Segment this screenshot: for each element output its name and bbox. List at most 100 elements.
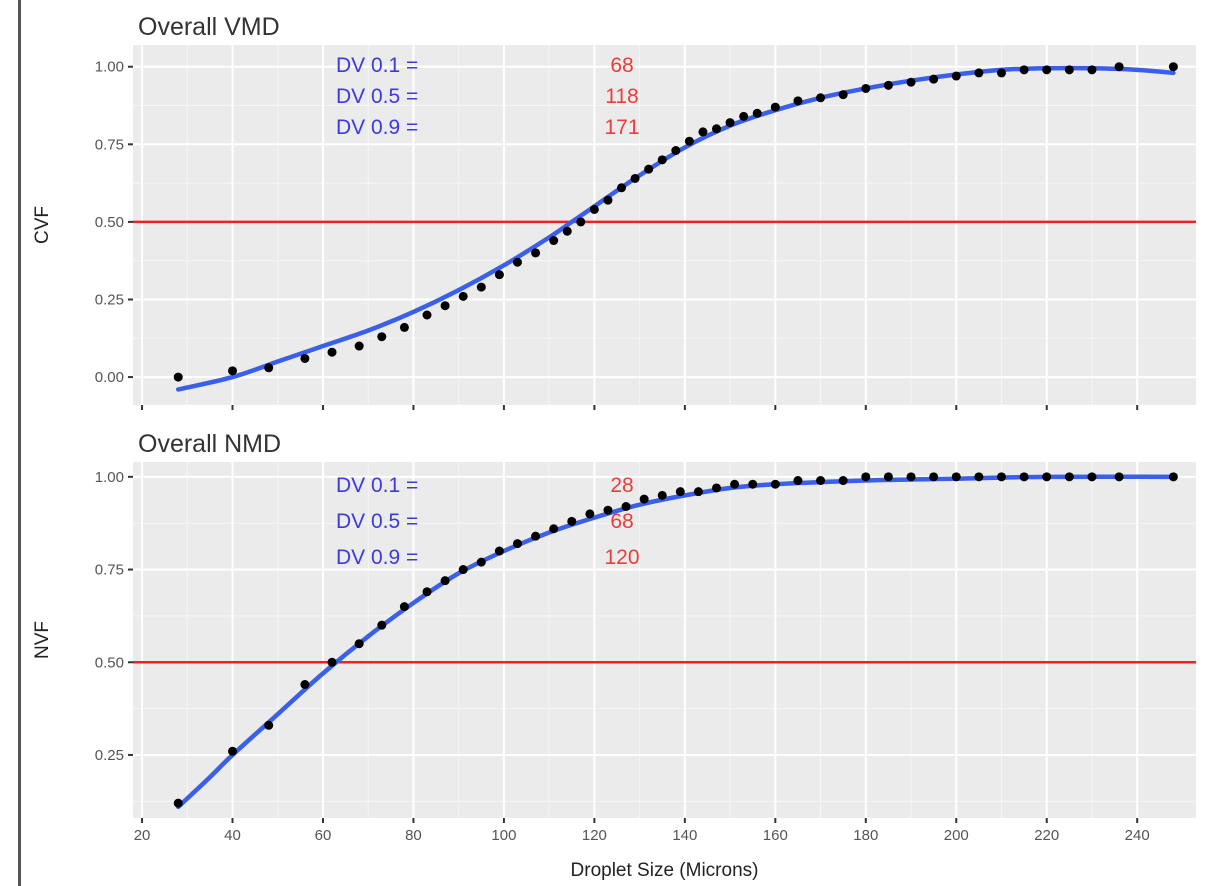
data-point: [228, 746, 238, 756]
y-tick-label: 0.50: [95, 654, 124, 671]
data-point: [838, 90, 848, 100]
x-tick-label: 100: [491, 827, 516, 844]
data-point: [476, 557, 486, 567]
nmd-axis-ticks: 20 40 60 80 100 120 140 160 180 200 220 240 0.25 0.50…: [95, 469, 1150, 844]
data-point: [300, 680, 310, 689]
dv-value: 68: [610, 54, 633, 77]
data-point: [816, 476, 826, 486]
vmd-axis-ticks: 0.00 0.25 0.50 0.75 1.00: [95, 59, 1139, 410]
data-point: [440, 301, 450, 311]
data-point: [300, 353, 310, 363]
data-point: [657, 155, 667, 165]
data-point: [770, 479, 780, 489]
nmd-y-axis-title: NVF: [32, 621, 53, 659]
nmd-data-points: [173, 472, 1178, 808]
y-tick-label: 0.50: [95, 214, 124, 231]
x-tick-label: 120: [582, 827, 607, 844]
dv-label: DV 0.5 =: [336, 510, 418, 533]
data-point: [712, 124, 722, 134]
data-point: [748, 479, 758, 489]
y-tick-label: 0.75: [95, 136, 124, 153]
data-point: [730, 479, 740, 489]
dv-label: DV 0.1 =: [336, 474, 418, 497]
data-point: [861, 472, 871, 482]
data-point: [657, 490, 667, 500]
data-point: [906, 77, 916, 87]
data-point: [354, 341, 364, 351]
dv-label: DV 0.9 =: [336, 116, 418, 139]
data-point: [951, 71, 961, 81]
dv-value: 120: [604, 546, 639, 569]
vmd-panel-title: Overall VMD: [138, 13, 280, 41]
x-tick-label: 180: [853, 827, 878, 844]
data-point: [1064, 65, 1074, 75]
vmd-y-axis-title: CVF: [32, 206, 53, 244]
nmd-x-axis-title: Droplet Size (Microns): [571, 860, 759, 881]
vmd-panel: Overall VMD 0.00 0.25 0.50 0.75 1.00 DV 0.1 …: [32, 13, 1196, 410]
data-point: [512, 539, 522, 549]
data-point: [1168, 472, 1178, 482]
data-point: [725, 118, 735, 128]
left-border-rule: [18, 0, 21, 886]
data-point: [458, 291, 468, 301]
data-point: [377, 332, 387, 342]
data-point: [603, 505, 613, 515]
data-point: [617, 183, 627, 193]
data-point: [327, 657, 337, 667]
data-point: [675, 487, 685, 497]
x-tick-label: 80: [405, 827, 422, 844]
data-point: [1114, 472, 1124, 482]
data-point: [1019, 472, 1029, 482]
data-point: [1087, 472, 1097, 482]
data-point: [712, 483, 722, 493]
y-tick-label: 0.00: [95, 369, 124, 386]
data-point: [264, 720, 274, 730]
data-point: [422, 587, 432, 597]
x-tick-label: 40: [224, 827, 241, 844]
data-point: [585, 509, 595, 519]
data-point: [589, 204, 599, 214]
data-point: [512, 257, 522, 267]
nmd-panel-title: Overall NMD: [138, 430, 281, 458]
data-point: [883, 80, 893, 90]
data-point: [327, 347, 337, 357]
data-point: [929, 74, 939, 84]
data-point: [399, 322, 409, 332]
dv-value: 118: [605, 85, 638, 108]
data-point: [1064, 472, 1074, 482]
data-point: [1114, 62, 1124, 72]
data-point: [603, 195, 613, 205]
data-point: [644, 164, 654, 174]
y-tick-label: 1.00: [95, 59, 124, 76]
dv-label: DV 0.9 =: [336, 546, 418, 569]
x-tick-label: 240: [1125, 827, 1150, 844]
data-point: [576, 217, 586, 227]
vmd-data-points: [173, 62, 1178, 382]
data-point: [228, 366, 238, 376]
data-point: [951, 472, 961, 482]
dv-label: DV 0.1 =: [336, 54, 418, 77]
y-tick-label: 0.25: [95, 747, 124, 764]
x-tick-label: 20: [134, 827, 151, 844]
data-point: [1042, 472, 1052, 482]
dv-value: 28: [610, 474, 633, 497]
data-point: [354, 639, 364, 649]
data-point: [377, 620, 387, 630]
x-tick-label: 220: [1034, 827, 1059, 844]
data-point: [476, 282, 486, 292]
dv-value: 171: [604, 116, 639, 139]
x-tick-label: 140: [672, 827, 697, 844]
data-point: [549, 524, 559, 534]
data-point: [621, 502, 631, 511]
x-tick-label: 160: [763, 827, 788, 844]
data-point: [698, 127, 708, 137]
data-point: [929, 472, 939, 482]
data-point: [173, 798, 183, 808]
nmd-plot-background: [133, 462, 1196, 818]
data-point: [549, 236, 559, 246]
data-point: [1087, 65, 1097, 75]
data-point: [974, 68, 984, 78]
data-point: [173, 372, 183, 382]
data-point: [684, 136, 694, 146]
